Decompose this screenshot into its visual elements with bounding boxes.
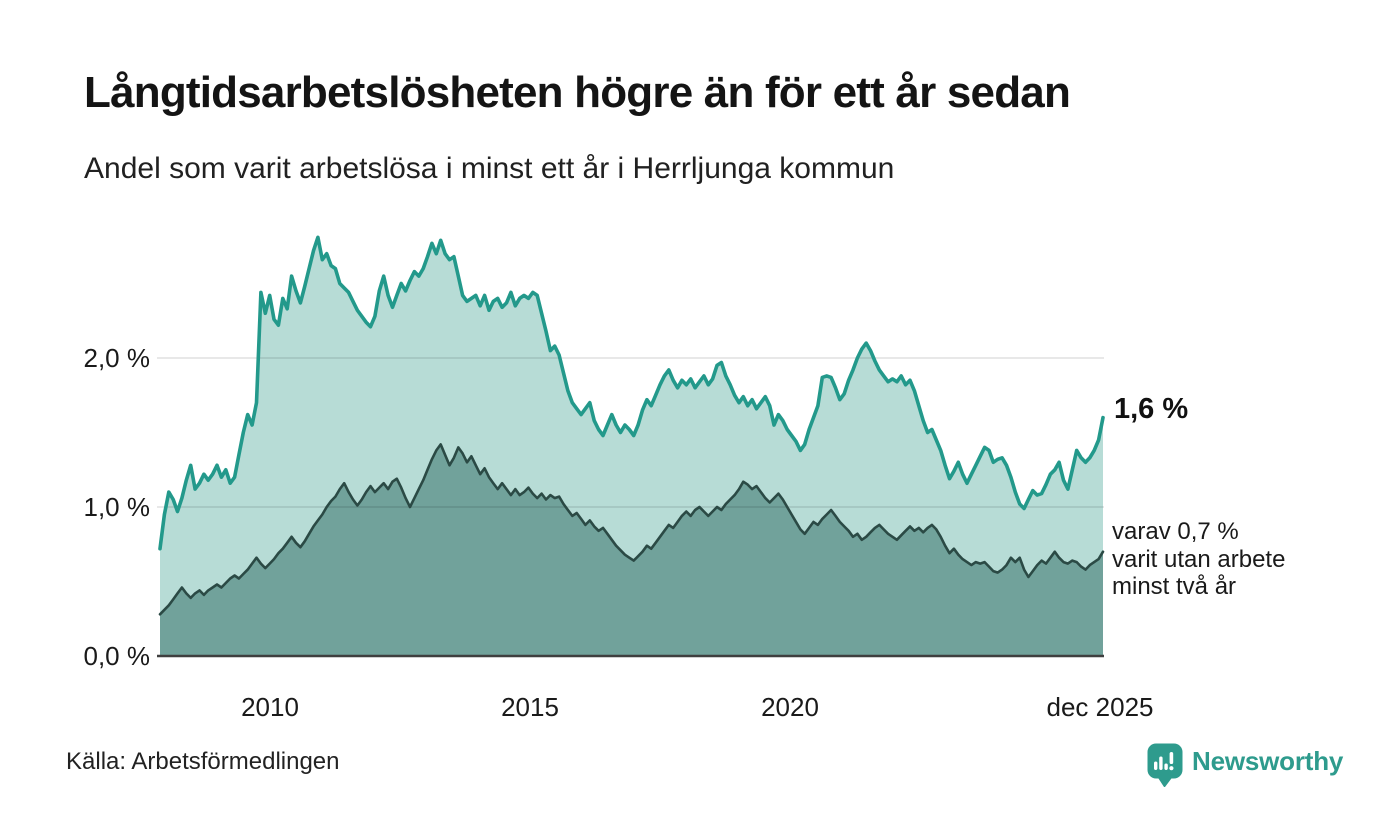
page-title: Långtidsarbetslösheten högre än för ett … [84,68,1071,117]
series-area-fill [160,237,1103,657]
x-axis-tick-label: 2020 [761,692,819,722]
series-end-note: varav 0,7 % varit utan arbete minst två … [1112,518,1285,601]
series-end-value-label: 1,6 % [1114,393,1189,425]
x-axis-tick-label: dec 2025 [1046,692,1154,722]
series-line [158,443,1105,616]
x-axis-tick-label: 2015 [501,692,559,722]
series-end-note-line: varav 0,7 % [1112,518,1239,545]
series-area-fill [160,444,1103,656]
newsworthy-logo-icon [1147,743,1183,787]
y-axis-tick-label: 2,0 % [83,343,151,373]
series-line [158,235,1105,551]
y-axis-tick-label: 1,0 % [83,492,151,522]
source-attribution: Källa: Arbetsförmedlingen [66,748,340,775]
newsworthy-logo-text: Newsworthy [1192,746,1344,776]
series-end-note-line: minst två år [1112,573,1237,600]
series-end-note-line: varit utan arbete [1112,545,1286,573]
x-axis-tick-label: 2010 [241,692,299,722]
y-axis-tick-label: 0,0 % [83,641,151,671]
newsworthy-brand: Newsworthy [1146,742,1343,790]
chart-subtitle: Andel som varit arbetslösa i minst ett å… [84,152,895,185]
